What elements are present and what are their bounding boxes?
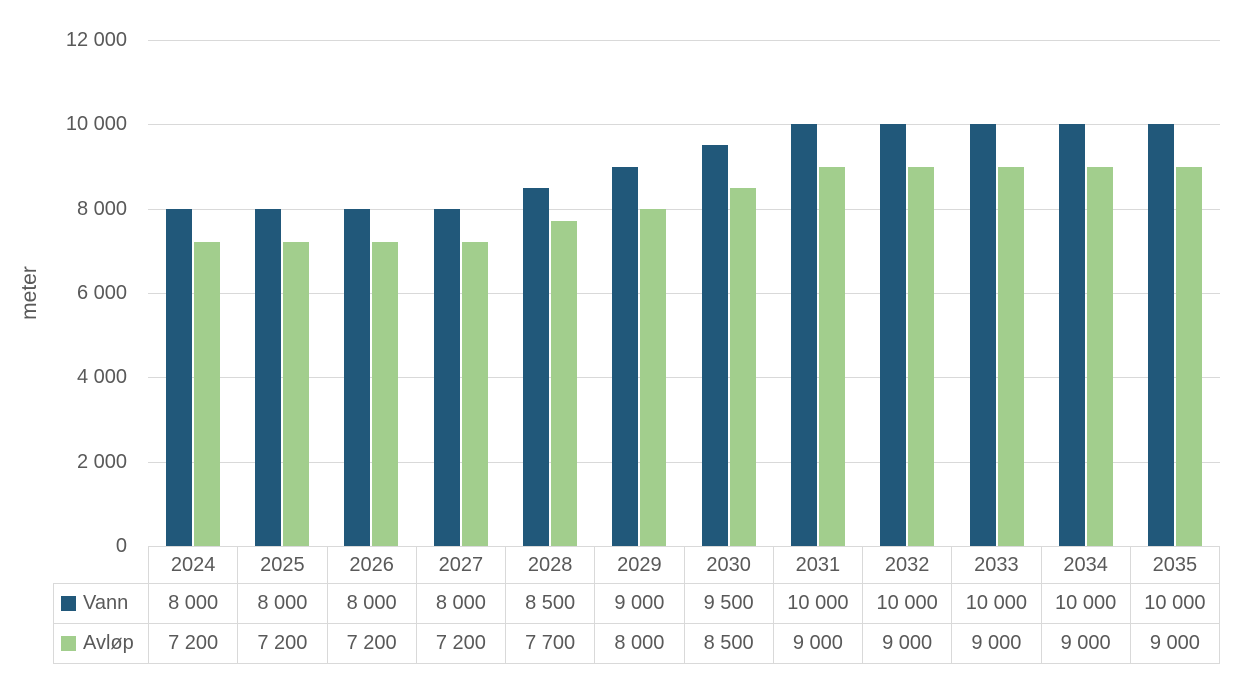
table-row-avlp: Avløp 7 200 7 200 7 200 7 200 7 700 8 000 8 500… [53, 623, 1221, 664]
table-value-cell: 9 500 [683, 583, 774, 624]
y-axis-tick-label: 10 000 [65, 113, 127, 136]
bar-vann-2030 [701, 145, 728, 546]
bar-avlp-2024 [193, 242, 220, 546]
year-header-cell: 2024 [147, 546, 239, 584]
gridline [148, 461, 1220, 463]
year-header-cell: 2030 [683, 546, 774, 584]
table-value-cell: 8 000 [326, 583, 417, 624]
table-header-row: 2024 2025 2026 2027 2028 2029 2030 2031 2032 2033… [54, 546, 1221, 584]
table-value-cell: 8 500 [683, 623, 774, 664]
year-header-cell: 2035 [1129, 546, 1221, 584]
table-value-cell: 7 200 [147, 623, 239, 664]
gridline [148, 40, 1220, 41]
bar-vann-2029 [612, 166, 639, 546]
plot-area [148, 40, 1220, 546]
year-header-cell: 2025 [237, 546, 328, 584]
year-header-cell: 2028 [504, 546, 596, 584]
gridline [148, 293, 1220, 294]
table-value-cell: 8 000 [594, 623, 685, 664]
table-value-cell: 7 200 [415, 623, 507, 664]
legend-swatch-avlp-icon [61, 636, 76, 651]
bar-avlp-2034 [1087, 166, 1113, 546]
legend-swatch-vann-icon [61, 596, 76, 611]
table-value-cell: 10 000 [772, 583, 864, 624]
table-value-cell: 10 000 [861, 583, 953, 624]
gridline [148, 377, 1220, 379]
bar-avlp-2032 [908, 166, 935, 546]
table-value-cell: 7 200 [326, 623, 417, 664]
series-name-label: Avløp [83, 632, 134, 654]
bar-avlp-2028 [551, 221, 577, 546]
bar-vann-2027 [433, 208, 460, 546]
table-value-cell: 10 000 [951, 583, 1042, 624]
bar-vann-2026 [344, 208, 371, 546]
year-header-cell: 2031 [772, 546, 864, 584]
bar-vann-2032 [880, 124, 907, 546]
bar-vann-2028 [523, 187, 549, 546]
bar-avlp-2031 [819, 166, 845, 546]
table-value-cell: 9 000 [951, 623, 1042, 664]
table-row-vann: Vann 8 000 8 000 8 000 8 000 8 500 9 000 9 500 1… [53, 583, 1221, 624]
bar-vann-2034 [1059, 124, 1085, 546]
table-value-cell: 9 000 [861, 623, 953, 664]
y-axis-tick-label: 4 000 [76, 366, 127, 389]
legend-cell: Avløp [53, 623, 149, 664]
table-value-cell: 10 000 [1129, 583, 1221, 624]
year-header-cell: 2032 [861, 546, 953, 584]
table-value-cell: 9 000 [772, 623, 864, 664]
year-header-cell: 2034 [1040, 546, 1131, 584]
y-axis-tick-label: 0 [115, 535, 127, 557]
y-axis-tick-label: 8 000 [76, 197, 127, 220]
table-value-cell: 8 000 [147, 583, 239, 624]
bar-vann-2025 [255, 208, 281, 546]
gridline [148, 208, 1220, 210]
gridline [148, 124, 1220, 126]
bar-avlp-2025 [283, 242, 309, 546]
bar-avlp-2035 [1176, 166, 1203, 546]
table-value-cell: 9 000 [594, 583, 685, 624]
year-header-cell: 2026 [326, 546, 417, 584]
y-axis-tick-label: 12 000 [65, 29, 127, 51]
table-value-cell: 9 000 [1129, 623, 1221, 664]
table-value-cell: 9 000 [1040, 623, 1131, 664]
bar-avlp-2027 [461, 242, 488, 546]
y-axis-tick-label: 6 000 [76, 282, 127, 304]
chart-data-table: 2024 2025 2026 2027 2028 2029 2030 2031 2032 2033… [53, 546, 1221, 664]
series-name-label: Vann [83, 592, 129, 614]
year-header-cell: 2033 [951, 546, 1042, 584]
legend-cell: Vann [53, 583, 149, 624]
bar-vann-2035 [1148, 124, 1175, 546]
year-header-cell: 2027 [415, 546, 507, 584]
table-value-cell: 8 500 [504, 583, 596, 624]
table-value-cell: 10 000 [1040, 583, 1131, 624]
table-value-cell: 8 000 [237, 583, 328, 624]
bar-avlp-2030 [729, 187, 756, 546]
bar-vann-2033 [969, 124, 996, 546]
y-axis-tick-label: 2 000 [76, 450, 127, 473]
table-value-cell: 7 700 [504, 623, 596, 664]
year-header-cell: 2029 [594, 546, 685, 584]
bar-avlp-2026 [372, 242, 399, 546]
bar-vann-2031 [791, 124, 817, 546]
bar-avlp-2033 [997, 166, 1024, 546]
table-value-cell: 8 000 [415, 583, 507, 624]
bar-vann-2024 [165, 208, 192, 546]
bar-avlp-2029 [640, 208, 667, 546]
table-value-cell: 7 200 [237, 623, 328, 664]
